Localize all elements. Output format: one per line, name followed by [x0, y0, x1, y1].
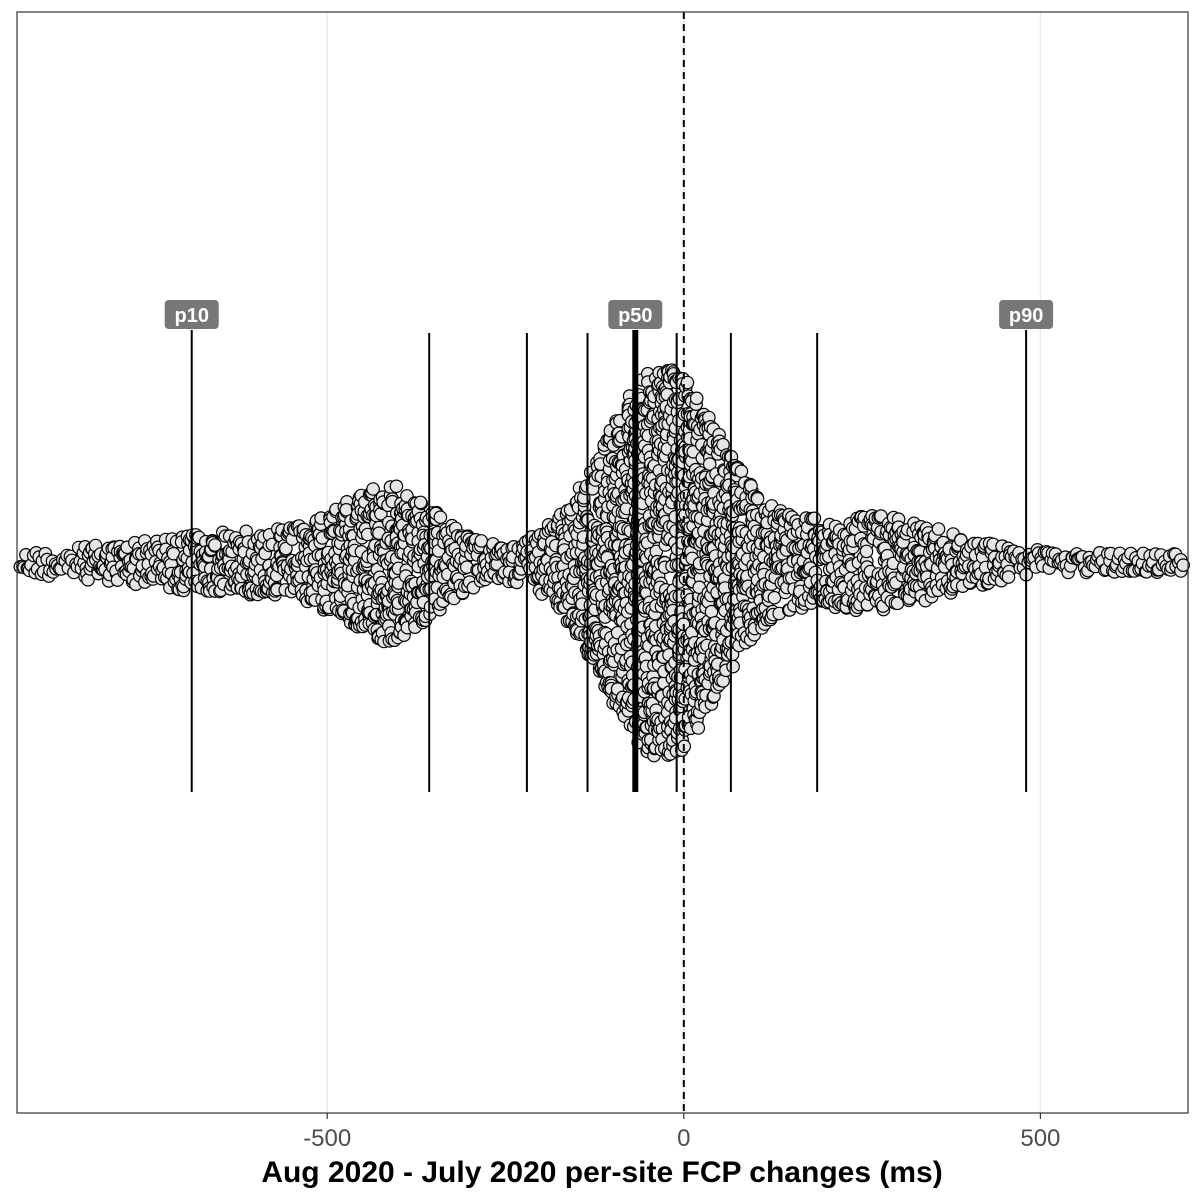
data-point [279, 541, 293, 556]
data-point [767, 590, 782, 605]
x-tick-label: 500 [1020, 1125, 1060, 1152]
data-point [208, 538, 222, 552]
percentile-lines: p10 p50 p90 [164, 300, 1054, 792]
x-axis-title: Aug 2020 - July 2020 per-site FCP change… [261, 1156, 942, 1189]
data-point [691, 721, 706, 735]
data-point [389, 479, 404, 494]
data-point [1176, 558, 1190, 572]
data-point [366, 482, 380, 496]
x-tick-label: -500 [303, 1125, 351, 1152]
data-point [807, 511, 822, 526]
x-tick-label: 0 [677, 1125, 690, 1152]
data-point [433, 510, 448, 524]
percentile-label: p10 [174, 305, 208, 327]
data-point [734, 464, 749, 479]
data-point [1001, 570, 1016, 584]
data-point [726, 659, 740, 674]
plot-panel-border [16, 11, 1189, 1114]
percentile-label: p90 [1009, 305, 1043, 327]
data-point [413, 495, 428, 510]
percentile-label-box [164, 300, 219, 329]
percentile-label-box [999, 300, 1054, 329]
percentile-label: p50 [618, 305, 652, 327]
data-point [750, 491, 765, 506]
x-axis: -500 0 500 [303, 1113, 1060, 1152]
data-point [931, 522, 946, 536]
data-point [689, 391, 704, 406]
data-point [859, 544, 874, 559]
data-points [13, 363, 1190, 763]
percentile-label-box [608, 300, 663, 329]
